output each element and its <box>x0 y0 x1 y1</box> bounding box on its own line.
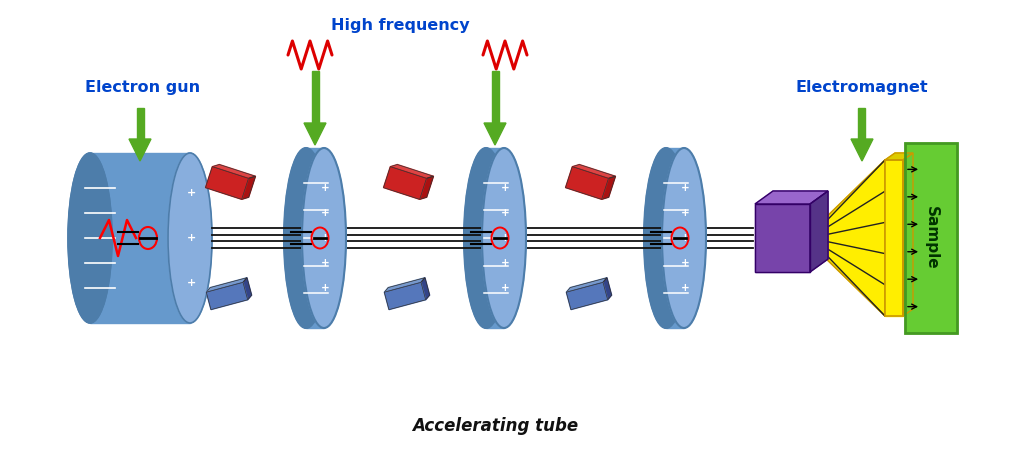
Polygon shape <box>903 153 913 316</box>
Text: +: + <box>501 183 509 193</box>
Bar <box>306 148 324 328</box>
Text: +: + <box>321 183 329 193</box>
Polygon shape <box>242 176 255 199</box>
Text: +: + <box>186 233 196 243</box>
Text: +: + <box>680 183 689 193</box>
Ellipse shape <box>482 148 526 328</box>
Ellipse shape <box>168 153 212 323</box>
Polygon shape <box>755 191 828 204</box>
Bar <box>904 143 957 333</box>
Text: High frequency: High frequency <box>330 18 469 33</box>
Text: +: + <box>680 233 689 243</box>
Polygon shape <box>421 278 429 300</box>
Ellipse shape <box>464 148 508 328</box>
Ellipse shape <box>68 153 112 323</box>
Text: +: + <box>501 208 509 218</box>
Text: Accelerating tube: Accelerating tube <box>412 417 578 435</box>
Text: +: + <box>186 188 196 198</box>
Polygon shape <box>390 165 433 178</box>
Text: +: + <box>501 258 509 268</box>
Text: +: + <box>321 283 329 293</box>
Text: +: + <box>680 258 689 268</box>
Ellipse shape <box>662 148 706 328</box>
Polygon shape <box>851 139 873 161</box>
Text: Electromagnet: Electromagnet <box>795 80 928 95</box>
Polygon shape <box>484 123 506 145</box>
Bar <box>755 204 810 272</box>
Text: +: + <box>321 258 329 268</box>
Polygon shape <box>603 278 611 300</box>
Polygon shape <box>810 160 885 316</box>
Polygon shape <box>243 278 252 300</box>
Polygon shape <box>384 282 426 310</box>
Polygon shape <box>384 166 426 199</box>
Bar <box>666 148 684 328</box>
Bar <box>858 108 865 139</box>
Text: +: + <box>501 233 509 243</box>
Polygon shape <box>810 191 828 272</box>
Ellipse shape <box>284 148 328 328</box>
Text: Electron gun: Electron gun <box>85 80 200 95</box>
Polygon shape <box>566 282 608 310</box>
Bar <box>486 148 504 328</box>
Bar <box>137 108 143 139</box>
Polygon shape <box>566 166 608 199</box>
Ellipse shape <box>301 148 346 328</box>
Text: +: + <box>321 233 329 243</box>
Text: +: + <box>321 208 329 218</box>
Text: +: + <box>680 208 689 218</box>
Polygon shape <box>304 123 326 145</box>
Bar <box>755 204 810 272</box>
Bar <box>904 143 957 333</box>
Polygon shape <box>602 176 615 199</box>
Polygon shape <box>212 165 255 178</box>
Polygon shape <box>420 176 433 199</box>
Polygon shape <box>207 278 247 292</box>
Text: Sample: Sample <box>923 206 938 270</box>
Text: +: + <box>186 278 196 288</box>
Bar <box>312 71 319 123</box>
Polygon shape <box>566 278 607 292</box>
Polygon shape <box>206 166 248 199</box>
Polygon shape <box>384 278 425 292</box>
Text: +: + <box>501 283 509 293</box>
Bar <box>492 71 498 123</box>
Polygon shape <box>207 282 248 310</box>
Bar <box>90 153 190 323</box>
Bar <box>885 160 903 316</box>
Ellipse shape <box>644 148 688 328</box>
Bar <box>885 160 903 316</box>
Polygon shape <box>572 165 615 178</box>
Polygon shape <box>129 139 151 161</box>
Text: +: + <box>680 283 689 293</box>
Polygon shape <box>885 153 913 160</box>
